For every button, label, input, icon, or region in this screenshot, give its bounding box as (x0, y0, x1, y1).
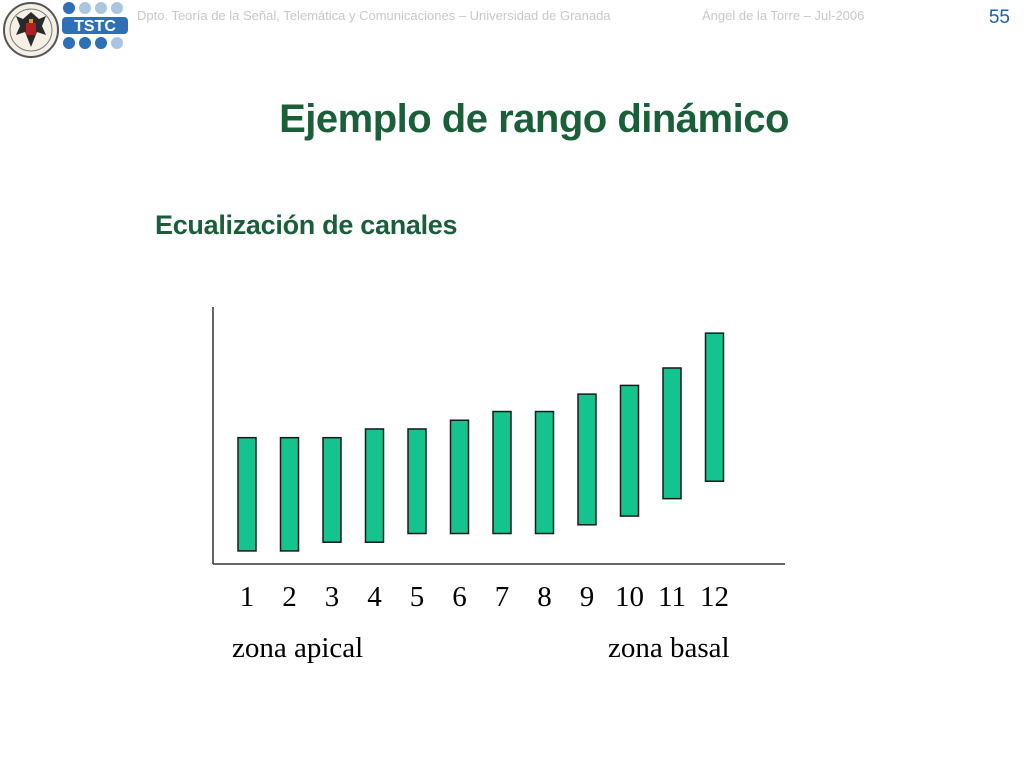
x-tick-label: 7 (495, 581, 510, 613)
slide-subtitle: Ecualización de canales (155, 210, 458, 240)
x-tick-label: 2 (282, 581, 297, 613)
x-tick-label: 9 (580, 581, 595, 613)
page-number: 55 (988, 7, 1010, 28)
bar-channel-5 (407, 428, 427, 535)
x-tick-label: 5 (410, 581, 425, 613)
university-crest-logo (3, 2, 59, 58)
zone-basal-label: zona basal (608, 632, 730, 664)
x-tick-label: 3 (325, 581, 340, 613)
header-author: Ángel de la Torre – Jul-2006 (702, 8, 865, 23)
x-tick-label: 10 (615, 581, 644, 613)
tstc-logo: TSTC (62, 2, 128, 49)
x-tick-label: 6 (452, 581, 467, 613)
bar-channel-2 (279, 436, 300, 552)
tstc-logo-text: TSTC (74, 18, 116, 35)
x-tick-label: 11 (658, 581, 686, 613)
bar-channel-3 (322, 436, 342, 543)
x-tick-label: 4 (367, 581, 382, 613)
bar-channel-10 (619, 384, 640, 517)
bar-channel-7 (492, 410, 512, 535)
bar-channel-9 (577, 393, 597, 526)
header-department: Dpto. Teoría de la Señal, Telemática y C… (137, 8, 611, 23)
bar-channel-11 (662, 367, 682, 500)
bar-channel-8 (534, 410, 555, 535)
x-tick-label: 8 (537, 581, 552, 613)
slide-title: Ejemplo de rango dinámico (279, 97, 789, 141)
bar-channel-12 (704, 332, 725, 482)
bar-channel-4 (364, 428, 385, 543)
bar-channel-1 (237, 436, 257, 552)
x-tick-label: 12 (700, 581, 729, 613)
bar-channel-6 (449, 419, 470, 535)
x-tick-label: 1 (240, 581, 255, 613)
zone-apical-label: zona apical (232, 632, 364, 664)
